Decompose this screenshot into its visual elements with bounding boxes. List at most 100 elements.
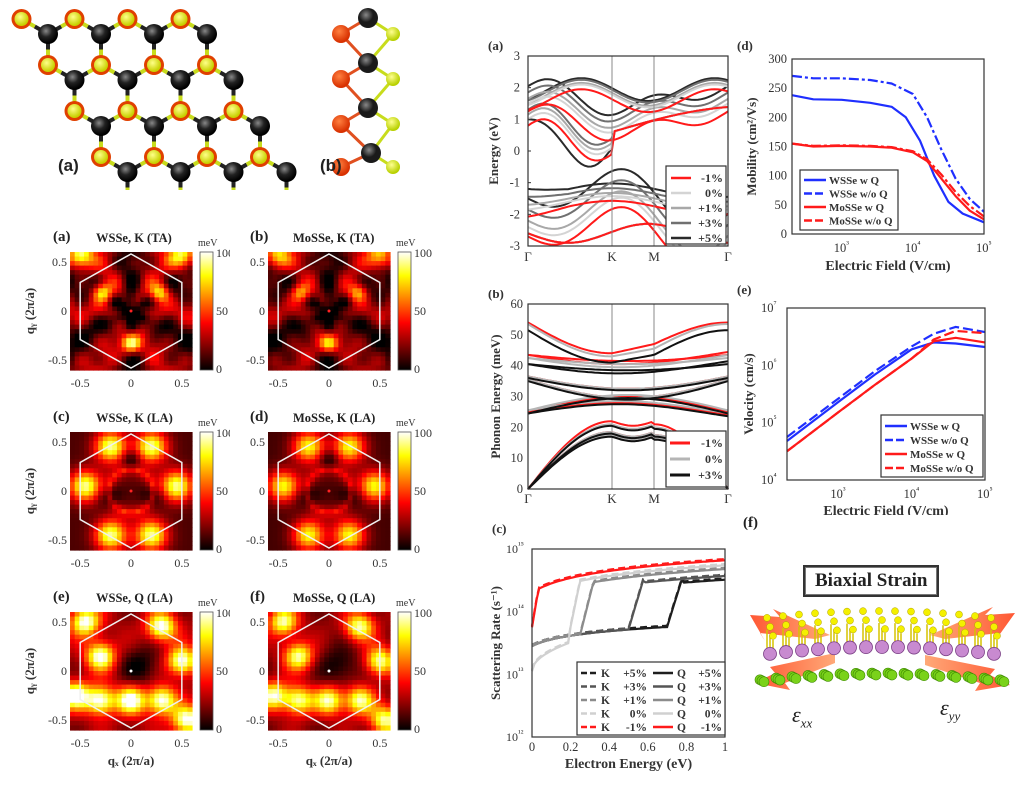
heatmap-cell (371, 675, 377, 681)
heatmap-cell (159, 630, 165, 636)
heatmap-cell (286, 288, 293, 294)
heatmap-cell (70, 684, 76, 690)
heatmap-cell (84, 540, 90, 547)
heatmap-cell (347, 634, 354, 640)
heatmap-cell (286, 486, 293, 492)
heatmap-cell (347, 702, 354, 708)
heatmap-cell (159, 252, 165, 258)
heatmap-cell (173, 495, 179, 501)
heatmap-cell (177, 274, 184, 280)
heatmap-cell (98, 463, 104, 469)
heatmap-cell (112, 680, 118, 686)
heatmap-cell (277, 468, 283, 474)
heatmap-cell (70, 347, 76, 353)
heatmap-cell (347, 625, 354, 631)
heatmap-cell (116, 450, 123, 456)
heatmap-cell (361, 306, 368, 312)
colorbar-unit-label: meV (396, 238, 416, 249)
x-tick-label: 10⁴ (904, 485, 920, 501)
heatmap-cell (375, 513, 382, 519)
heatmap-cell (98, 477, 104, 483)
heatmap-cell (168, 648, 174, 654)
heatmap-cell (182, 365, 188, 371)
heatmap-cell (93, 716, 99, 722)
structure-label-b: (b) (320, 156, 342, 175)
legend-label: +1% (698, 695, 722, 707)
heatmap-cell (107, 256, 113, 262)
heatmap-cell (338, 252, 344, 258)
heatmap-cell (88, 329, 95, 335)
heatmap-cell (385, 661, 391, 668)
metal-atom (358, 8, 378, 28)
heatmap-cell (121, 509, 127, 515)
heatmap-cell (102, 342, 109, 348)
heatmap-cell (319, 518, 325, 524)
legend-label: +3% (698, 682, 722, 694)
heatmap-cell (366, 252, 372, 258)
heatmap-cell (112, 661, 118, 668)
heatmap-cell (310, 347, 316, 353)
heatmap-cell (352, 698, 358, 704)
heatmap-cell (93, 472, 99, 478)
heatmap-cell (74, 351, 80, 357)
heatmap-cell (145, 513, 151, 519)
heatmap-cell (277, 680, 283, 686)
heatmap-cell (131, 306, 137, 312)
heatmap-cell (93, 707, 99, 713)
heatmap-cell (88, 315, 95, 321)
heatmap-cell (319, 531, 325, 537)
heatmap-cell (347, 450, 354, 456)
heatmap-cell (93, 702, 99, 708)
heatmap-cell (310, 625, 316, 631)
y-axis-label: Energy (eV) (486, 117, 501, 185)
heatmap-cell (375, 256, 382, 262)
heatmap-cell (375, 720, 382, 727)
heatmap-cell (163, 320, 170, 326)
heatmap-cell (121, 612, 127, 618)
heatmap-cell (324, 531, 330, 537)
heatmap-cell (371, 274, 377, 280)
heatmap-cell (286, 666, 293, 672)
metal-atom (795, 643, 809, 658)
panel-label: (d) (737, 38, 753, 53)
heatmap-cell (84, 621, 90, 627)
phonon-branch (527, 329, 729, 364)
heatmap-cell (163, 477, 170, 483)
heatmap-cell (268, 725, 274, 731)
heatmap-cell (305, 279, 311, 285)
structure-label-a: (a) (58, 156, 79, 175)
heatmap-cell (385, 292, 391, 298)
heatmap-cell (314, 301, 321, 308)
heatmap-cell (79, 252, 85, 258)
heatmap-cell (107, 360, 113, 367)
heatmap-cell (272, 689, 278, 695)
heatmap-cell (366, 283, 372, 289)
heatmap-cell (268, 536, 274, 542)
heatmap-cell (112, 463, 118, 469)
heatmap-cell (163, 450, 170, 456)
heatmap-cell (305, 666, 311, 672)
heatmap-cell (93, 486, 99, 492)
heatmap-cell (361, 320, 368, 326)
heatmap-cell (296, 689, 302, 695)
heatmap-cell (319, 342, 325, 348)
heatmap-cell (286, 432, 293, 438)
heatmap-cell (329, 671, 335, 677)
heatmap-cell (314, 292, 321, 298)
heatmap-cell (98, 518, 104, 524)
heatmap-cell (305, 725, 311, 731)
heatmap-cell (182, 630, 188, 636)
gamma-point-marker (327, 669, 331, 673)
heatmap-cell (305, 689, 311, 695)
heatmap-cell (338, 630, 344, 636)
heatmap-cell (84, 634, 90, 640)
heatmap-cell (74, 536, 80, 542)
heatmap-cell (154, 689, 160, 695)
heatmap-cell (74, 612, 80, 618)
selenium-atom (838, 670, 850, 682)
heatmap-cell (70, 504, 76, 510)
heatmap-cell (93, 324, 99, 330)
y-tick-label: 200 (768, 110, 787, 124)
mobility-line (791, 94, 985, 224)
